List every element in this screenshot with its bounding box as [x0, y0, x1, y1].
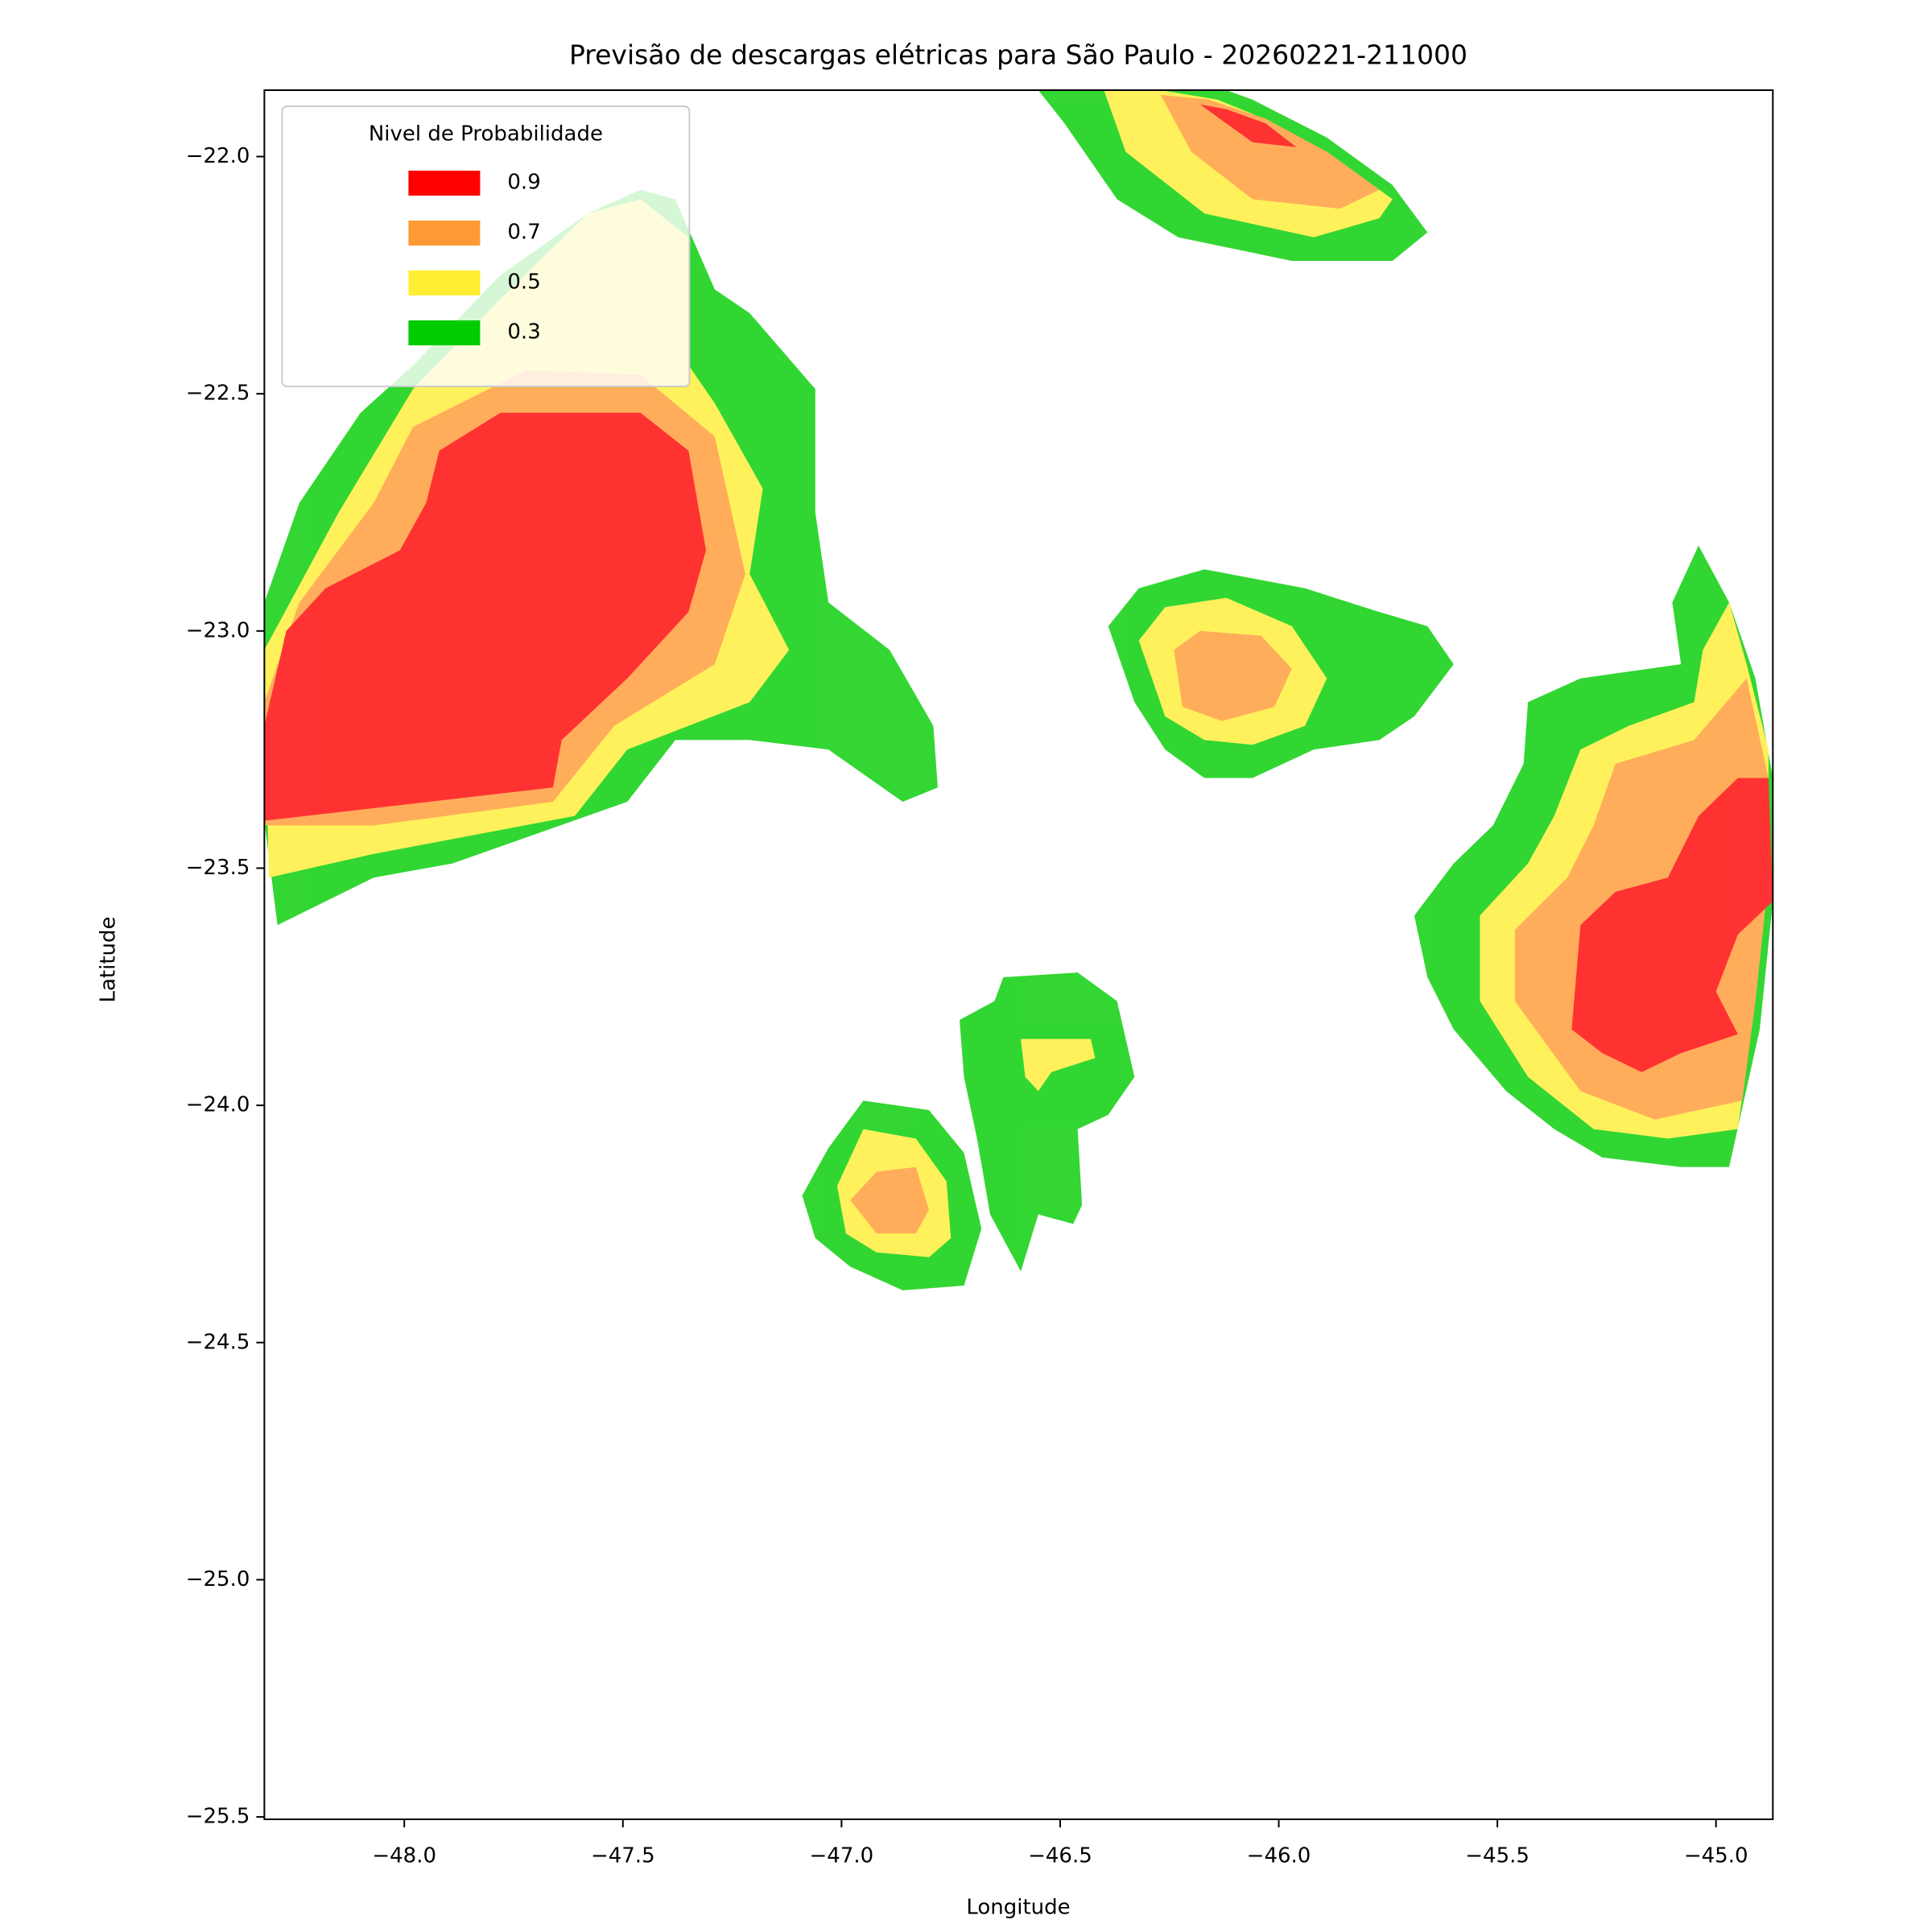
- y-tick-label: −22.0: [186, 144, 250, 168]
- y-tick-label: −23.0: [186, 618, 250, 642]
- legend-label: 0.3: [507, 320, 540, 345]
- axes: −48.0 −47.5 −47.0 −46.5 −46.0 −45.5 −45.0 −22.0…: [186, 89, 1774, 1868]
- y-tick-label: −23.5: [186, 856, 250, 880]
- x-tick-label: −47.0: [810, 1844, 874, 1868]
- x-tick-label: −46.5: [1028, 1844, 1092, 1868]
- y-axis-label: Latitude: [97, 916, 121, 1002]
- y-tick-label: −24.5: [186, 1330, 250, 1354]
- x-tick-label: −48.0: [372, 1844, 436, 1868]
- plot-frame: [263, 89, 1774, 1820]
- contour-region: [850, 1166, 929, 1234]
- x-tick-label: −45.0: [1684, 1844, 1748, 1868]
- y-tick-label: −25.0: [186, 1567, 250, 1591]
- contour-region: [264, 412, 706, 821]
- contour-region: [1174, 630, 1292, 721]
- contour-region: [1571, 778, 1773, 1072]
- legend-title: Nivel de Probabilidade: [369, 122, 603, 147]
- x-tick-label: −46.0: [1247, 1844, 1311, 1868]
- x-tick-label: −47.5: [591, 1844, 655, 1868]
- legend-label: 0.5: [507, 270, 540, 295]
- contour-region: [1199, 104, 1297, 147]
- legend-swatch: [408, 270, 481, 295]
- legend-swatch: [408, 320, 481, 345]
- y-tick-label: −25.5: [186, 1805, 250, 1829]
- legend-box: [281, 105, 691, 387]
- y-tick-label: −24.0: [186, 1093, 250, 1117]
- legend-swatch: [408, 171, 481, 196]
- chart-title: Previsão de descargas elétricas para São…: [569, 39, 1468, 71]
- x-tick-label: −45.5: [1465, 1844, 1530, 1868]
- legend-swatch: [408, 221, 481, 246]
- x-axis-label: Longitude: [966, 1896, 1070, 1920]
- contour-region: [1160, 94, 1380, 209]
- legend-label: 0.7: [507, 221, 540, 245]
- legend-label: 0.9: [507, 171, 540, 195]
- y-tick-label: −22.5: [186, 382, 250, 406]
- contour-layer: [264, 90, 1773, 1290]
- contour-region: [1021, 1038, 1096, 1092]
- legend: Nivel de Probabilidade 0.9 0.7 0.5 0.3: [281, 105, 691, 387]
